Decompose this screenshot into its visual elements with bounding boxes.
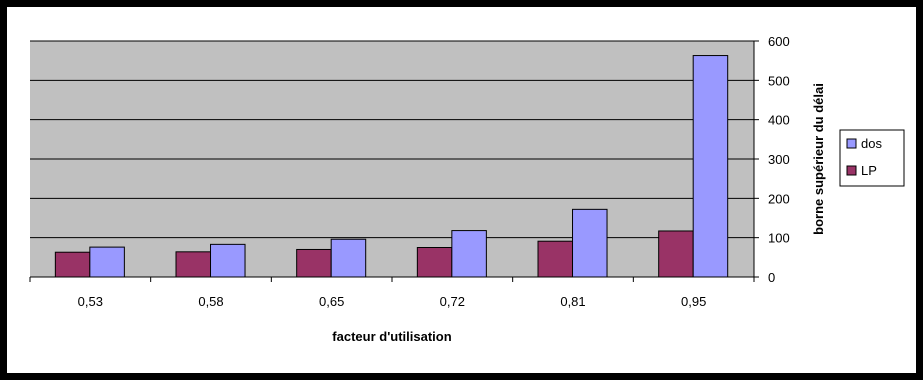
x-tick-labels: 0,53 0,58 0,65 0,72 0,81 0,95 xyxy=(78,294,707,309)
bar-dos xyxy=(330,238,367,278)
y-axis-title: borne supérieur du délai xyxy=(811,83,826,235)
gridlines xyxy=(30,40,754,239)
y-tick-label: 400 xyxy=(768,113,790,128)
y-tick-label: 300 xyxy=(768,152,790,167)
bar-lp xyxy=(296,248,332,278)
bars xyxy=(54,55,729,278)
y-tick-label: 200 xyxy=(768,191,790,206)
y-tick-labels: 0 100 200 300 400 500 600 xyxy=(768,34,790,285)
bar-lp xyxy=(175,251,212,278)
x-tick-label: 0,65 xyxy=(319,294,344,309)
legend-label-lp: LP xyxy=(861,163,877,178)
y-tick-label: 100 xyxy=(768,231,790,246)
x-axis-title: facteur d'utilisation xyxy=(332,329,451,344)
legend-label-dos: dos xyxy=(861,136,882,151)
bar-dos xyxy=(451,230,487,278)
y-tick-label: 600 xyxy=(768,34,790,49)
legend-swatch-lp xyxy=(846,165,857,176)
bar-lp xyxy=(416,247,453,278)
x-tick-label: 0,95 xyxy=(681,294,706,309)
bar-lp xyxy=(537,240,574,278)
bar-chart: 0 100 200 300 400 500 600 0,53 0,58 0,65 0,72 0,81… xyxy=(29,34,905,344)
bar-lp xyxy=(54,251,91,278)
y-tick-label: 500 xyxy=(768,73,790,88)
x-tick-label: 0,58 xyxy=(198,294,223,309)
axes xyxy=(29,40,759,282)
x-tick-label: 0,53 xyxy=(78,294,103,309)
legend-swatch-dos xyxy=(846,138,857,149)
legend: dos LP xyxy=(839,129,905,187)
x-tick-label: 0,81 xyxy=(560,294,585,309)
bar-dos xyxy=(692,55,729,278)
bar-lp xyxy=(658,230,694,278)
bar-dos xyxy=(572,208,608,278)
bar-dos xyxy=(210,243,246,278)
y-tick-label: 0 xyxy=(768,270,775,285)
bar-dos xyxy=(89,246,125,278)
x-tick-label: 0,72 xyxy=(440,294,465,309)
